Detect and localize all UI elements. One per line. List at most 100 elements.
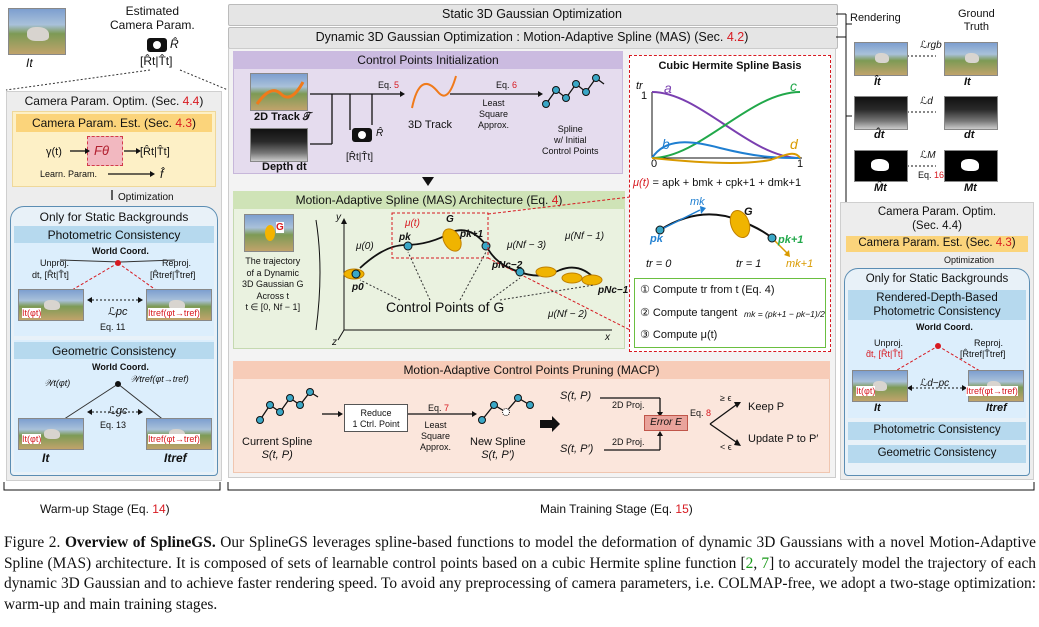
hermite-one-x: 1 bbox=[797, 158, 804, 170]
mas-desc: The trajectory of a Dynamic 3D Gaussian … bbox=[242, 256, 304, 312]
hermite-b: b bbox=[662, 136, 670, 152]
geo-img-t-label: It(φt) bbox=[22, 434, 42, 444]
cpi-camera-icon bbox=[352, 128, 372, 142]
hermite-step1: ① Compute tr from t (Eq. 4) bbox=[640, 284, 775, 296]
cam-est-title: Camera Param. Est. (Sec. 4.3) bbox=[31, 116, 197, 130]
macp-reduce-label: Reduce 1 Ctrl. Point bbox=[352, 408, 400, 429]
macp-lt: < ϵ bbox=[720, 442, 732, 452]
mas-pk1: pk+1 bbox=[460, 229, 484, 240]
right-world-coord: World Coord. bbox=[916, 322, 973, 332]
cpi-title-bar bbox=[233, 51, 623, 69]
mas-p0: p0 bbox=[352, 282, 364, 293]
hermite-d: d bbox=[790, 136, 798, 152]
mas-title: Motion-Adaptive Spline (MAS) Architectur… bbox=[295, 193, 563, 207]
cpi-lsa: Least Square Approx. bbox=[478, 98, 510, 130]
warmup-pose-label: [R̂t|T̂t] bbox=[140, 146, 170, 158]
mas-diagram bbox=[315, 196, 631, 341]
right-img-tref: Itref(φt→tref) bbox=[966, 386, 1018, 396]
photometric-title-bar bbox=[14, 226, 214, 243]
mas-x: x bbox=[605, 332, 610, 343]
macp-error-label: Error E bbox=[650, 417, 682, 428]
track3d-label: 3D Track bbox=[408, 119, 453, 131]
mas-title-bar bbox=[233, 191, 625, 209]
right-cam-optim: Camera Param. Optim. (Sec. 4.4) bbox=[877, 206, 997, 232]
right-reproj-vars: [R̂tref|T̂tref] bbox=[960, 349, 1006, 359]
macp-new-label: New Spline S(t, P′) bbox=[470, 436, 526, 461]
rendering-label: Rendering bbox=[850, 12, 901, 24]
img-tref-label: Itref(φt→tref) bbox=[148, 308, 200, 318]
hermite-step2-eq: mk = (pk+1 − pk−1)/2 bbox=[744, 309, 825, 319]
pose-label: [R̂t|T̂t] bbox=[140, 54, 173, 68]
cpi-eq6: Eq. 6 bbox=[496, 80, 518, 90]
warmup-bracket bbox=[3, 482, 221, 491]
depth-photo bbox=[250, 128, 308, 162]
macp-update: Update P to P′ bbox=[748, 433, 819, 445]
render-rgb bbox=[854, 42, 908, 76]
hermite-tr0: tr = 0 bbox=[646, 258, 672, 270]
f-theta-box bbox=[87, 136, 123, 166]
mas-pnc2: pNc−2 bbox=[492, 260, 523, 271]
eq11-label: Eq. 11 bbox=[100, 322, 126, 332]
hermite-a: a bbox=[664, 80, 672, 96]
hermite-pk1: pk+1 bbox=[778, 234, 804, 246]
l-d-label: ℒd bbox=[920, 96, 933, 107]
hermite-step3: ③ Compute μ(t) bbox=[640, 329, 718, 341]
gamma-label: γ(t) bbox=[46, 146, 62, 158]
macp-s-tp-b: S(t, P′) bbox=[560, 443, 594, 455]
img-t-label: It(φt) bbox=[22, 308, 42, 318]
M-hat-label: M̂t bbox=[874, 182, 887, 194]
macp-proj-b: 2D Proj. bbox=[612, 437, 645, 447]
mas-mut: μ(t) bbox=[405, 218, 420, 229]
input-frame-label: It bbox=[26, 56, 33, 70]
macp-error-box bbox=[644, 415, 688, 431]
dynamic-header-label: Dynamic 3D Gaussian Optimization : Motio… bbox=[315, 30, 749, 44]
hermite-formula: μ(t) = apk + bmk + cpk+1 + dmk+1 bbox=[633, 177, 802, 189]
f-theta-label: Fθ bbox=[94, 143, 109, 158]
main-stage-bracket bbox=[227, 482, 1035, 491]
hermite-plot bbox=[651, 91, 802, 257]
mas-G-label: G bbox=[276, 222, 284, 233]
optimization-label: Optimization bbox=[118, 192, 174, 203]
hermite-tr1: tr = 1 bbox=[736, 258, 762, 270]
macp-eq7: Eq. 7 bbox=[428, 403, 450, 413]
gt-rgb bbox=[944, 42, 998, 76]
cpi-arrows bbox=[310, 74, 605, 145]
track-photo bbox=[250, 73, 308, 111]
r-hat-label: R̂ bbox=[170, 37, 179, 51]
input-frame-thumbnail bbox=[8, 8, 66, 55]
hermite-tr: tr bbox=[636, 80, 643, 92]
main-stage-label: Main Training Stage (Eq. 15) bbox=[540, 502, 693, 516]
right-photometric: Photometric Consistency bbox=[873, 424, 1001, 436]
hermite-c: c bbox=[790, 78, 797, 94]
right-cam-est-bar bbox=[846, 236, 1028, 252]
d-label: dt bbox=[964, 129, 975, 141]
loss-pc-label: ℒpc bbox=[108, 306, 128, 318]
cpi-down-arrow bbox=[422, 177, 434, 186]
macp-current-label: Current Spline S(t, P) bbox=[242, 436, 313, 461]
render-mask bbox=[854, 150, 908, 182]
d-hat-label: d̂t bbox=[874, 129, 885, 141]
render-depth bbox=[854, 96, 908, 130]
unproj-vars-label: dt, [R̂t|T̂t] bbox=[32, 270, 69, 280]
right-l-dpc: ℒd−pc bbox=[920, 378, 950, 389]
right-optimization: Optimization bbox=[944, 255, 995, 265]
macp-s-tp-a: S(t, P) bbox=[560, 390, 592, 402]
right-photometric-bar bbox=[848, 422, 1026, 440]
zoom-lines bbox=[5, 69, 229, 91]
cam-optim-title: Camera Param. Optim. (Sec. 4.4) bbox=[24, 94, 204, 108]
reproj-label: Reproj. bbox=[162, 258, 192, 268]
right-img-t: It(φt) bbox=[856, 386, 876, 396]
macp-eq8: Eq. 8 bbox=[690, 408, 712, 418]
track-label: 2D Track 𝒯 bbox=[254, 111, 312, 123]
cpi-r-hat: R̂ bbox=[376, 128, 384, 139]
only-static-title: Only for Static Backgrounds bbox=[39, 210, 189, 224]
macp-panel bbox=[233, 361, 830, 473]
right-reproj: Reproj. bbox=[974, 338, 1004, 348]
cpi-pose: [R̂t|T̂t] bbox=[346, 152, 374, 163]
macp-keep: Keep P bbox=[748, 401, 785, 413]
right-Itref: Itref bbox=[986, 402, 1007, 414]
hermite-mk1: mk+1 bbox=[786, 258, 814, 270]
right-rays bbox=[879, 343, 996, 391]
ground-truth-label: Ground Truth bbox=[958, 8, 995, 33]
hermite-mk: mk bbox=[690, 196, 705, 208]
